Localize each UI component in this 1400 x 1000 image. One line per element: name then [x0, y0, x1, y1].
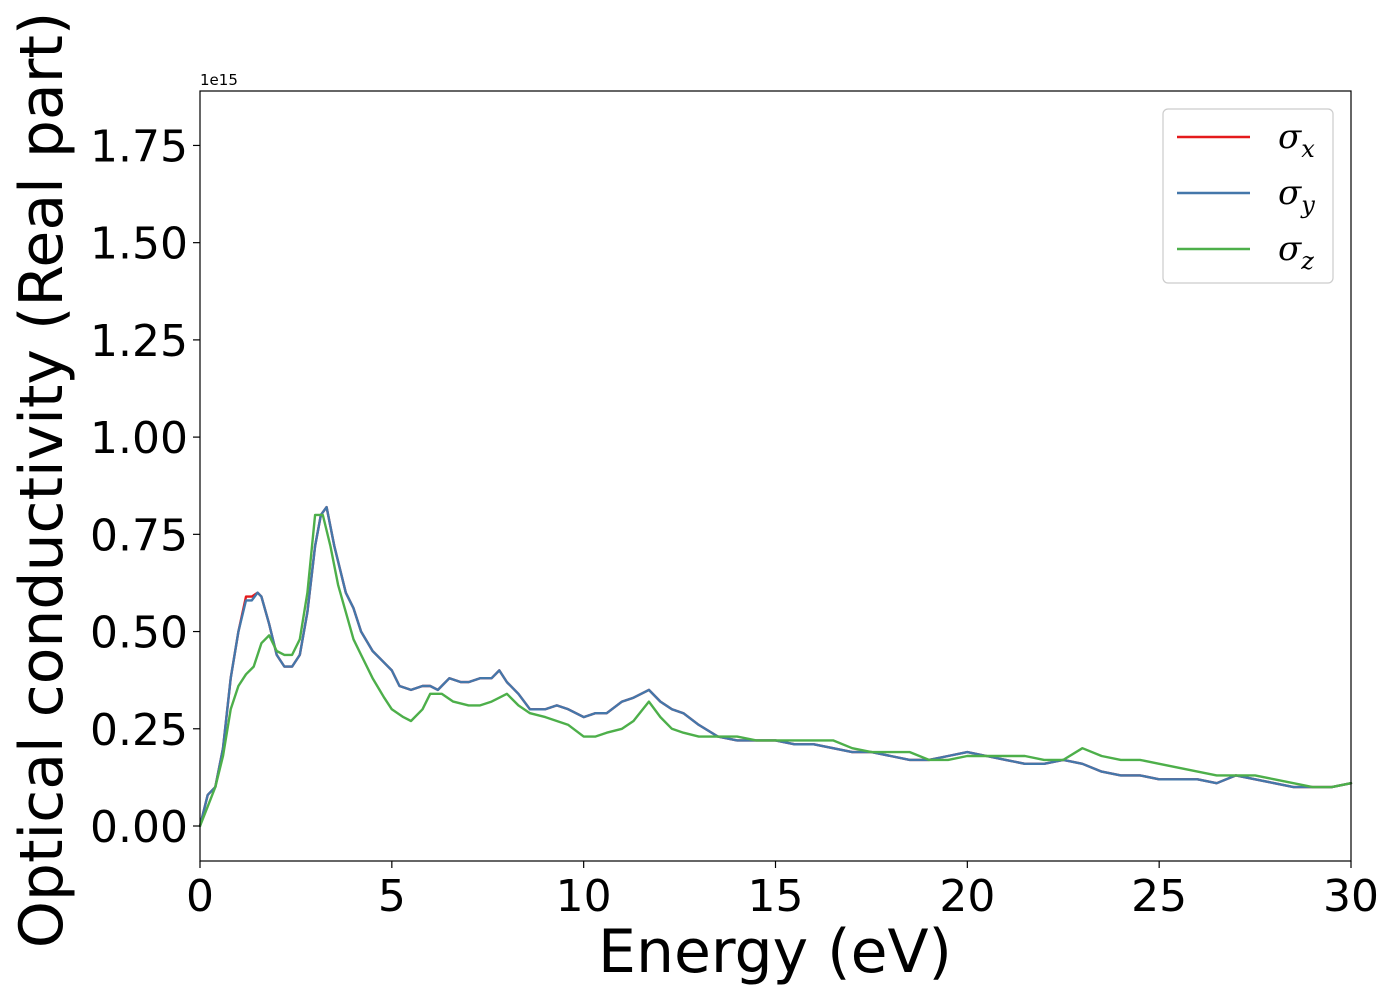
series-line-y [198, 505, 1353, 828]
legend: σx σy σz [1162, 108, 1334, 284]
y-axis-ticks: 0.00 0.25 0.50 0.75 1.00 1.25 1.50 1.75 [90, 121, 200, 853]
y-tick-label: 1.75 [90, 121, 188, 172]
y-tick-label: 1.00 [90, 413, 188, 464]
y-offset-label: 1e15 [200, 71, 238, 89]
x-tick-label: 20 [939, 871, 995, 922]
series-line-z [198, 513, 1353, 828]
plot-area [200, 91, 1351, 861]
legend-entry-y: σy [1177, 173, 1315, 219]
x-tick-label: 25 [1131, 871, 1187, 922]
y-axis-title: Optical conductivity (Real part) [7, 12, 77, 949]
y-tick-label: 1.50 [90, 219, 188, 270]
legend-entry-x: σx [1177, 117, 1315, 163]
y-tick-label: 0.00 [90, 802, 188, 853]
legend-label: σz [1278, 229, 1314, 275]
legend-label: σx [1278, 117, 1315, 163]
legend-frame [1162, 108, 1334, 284]
x-tick-label: 0 [186, 871, 214, 922]
legend-label: σy [1278, 173, 1315, 219]
plot-background [200, 91, 1351, 861]
x-axis-ticks: 0 5 10 15 20 25 30 [186, 861, 1379, 922]
x-tick-label: 15 [748, 871, 804, 922]
y-tick-label: 0.75 [90, 510, 188, 561]
x-tick-label: 10 [556, 871, 612, 922]
x-tick-label: 5 [378, 871, 406, 922]
y-tick-label: 0.25 [90, 705, 188, 756]
y-tick-label: 1.25 [90, 316, 188, 367]
series-layer [198, 505, 1353, 828]
legend-entry-z: σz [1177, 229, 1314, 275]
x-axis-title: Energy (eV) [598, 917, 952, 987]
x-tick-label: 30 [1323, 871, 1379, 922]
y-tick-label: 0.50 [90, 608, 188, 659]
